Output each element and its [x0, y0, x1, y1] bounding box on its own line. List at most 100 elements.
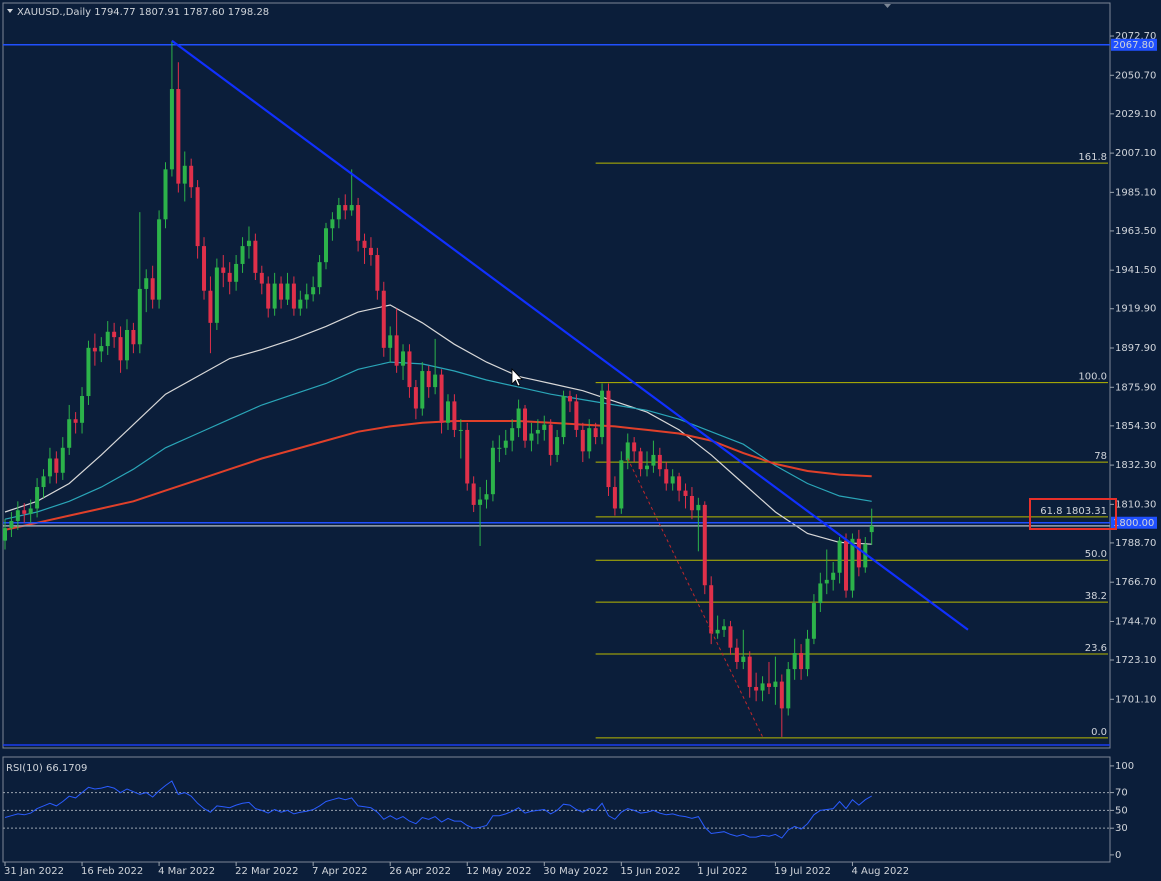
candle-body — [612, 487, 617, 509]
fib-label: 38.2 — [1085, 591, 1107, 602]
y-tick-label: 1985.10 — [1115, 187, 1156, 198]
candle-body — [811, 603, 816, 639]
candle-body — [298, 299, 303, 309]
candle-body — [362, 240, 367, 248]
candle-body — [734, 647, 739, 662]
moving-average — [4, 361, 872, 520]
candle-body — [15, 510, 20, 521]
price-level-label: 2067.80 — [1113, 40, 1154, 51]
y-tick-label: 1723.10 — [1115, 655, 1156, 666]
candle-body — [638, 451, 643, 470]
candle-body — [818, 583, 823, 604]
candle-body — [831, 572, 836, 580]
candle-body — [324, 228, 328, 263]
candle-body — [593, 428, 598, 438]
candle-body — [683, 490, 688, 496]
candle-body — [471, 483, 476, 505]
trendline — [171, 39, 969, 631]
candle-body — [452, 401, 457, 430]
y-tick-label: 1701.10 — [1115, 694, 1156, 705]
candle-body — [240, 246, 245, 264]
x-tick-label: 22 Mar 2022 — [235, 866, 298, 877]
candle-body — [246, 240, 251, 247]
candle-body — [330, 219, 335, 229]
candle-body — [60, 447, 65, 473]
candle-body — [619, 460, 624, 509]
candle-body — [484, 494, 489, 500]
candle-body — [561, 396, 566, 438]
y-tick-label: 1854.30 — [1115, 421, 1156, 432]
candle-body — [221, 267, 226, 273]
highlight-box — [1029, 498, 1117, 530]
candle-body — [670, 476, 675, 484]
candle-body — [529, 433, 534, 441]
rsi-line — [4, 780, 872, 839]
x-tick-label: 31 Jan 2022 — [4, 866, 64, 877]
candle-body — [80, 396, 85, 423]
menu-arrow[interactable] — [7, 9, 13, 13]
candle-body — [439, 374, 444, 423]
candle-body — [176, 89, 181, 184]
candle-body — [510, 428, 515, 441]
candle-body — [356, 205, 361, 241]
rsi-last-value: 66.1709 — [46, 763, 87, 774]
candle-body — [381, 290, 386, 348]
x-tick-label: 1 Jul 2022 — [697, 866, 747, 877]
candle-body — [696, 504, 701, 511]
candle-body — [747, 656, 752, 687]
candle-body — [22, 510, 27, 514]
candle-body — [574, 401, 579, 430]
candle-body — [587, 428, 592, 452]
candle-body — [567, 396, 572, 402]
candle-body — [253, 240, 258, 273]
fib-label: 78 — [1094, 451, 1107, 462]
candle-body — [112, 331, 117, 338]
candle-body — [458, 429, 463, 431]
candle-body — [773, 681, 778, 687]
y-tick-label: 1744.70 — [1115, 616, 1156, 627]
candle-body — [189, 165, 194, 188]
y-tick-label: 1788.70 — [1115, 538, 1156, 549]
candle-body — [285, 283, 290, 300]
y-tick-label: 2072.70 — [1115, 31, 1156, 42]
candle-body — [349, 205, 354, 211]
y-tick-label: 1832.30 — [1115, 460, 1156, 471]
fib-label: 50.0 — [1085, 549, 1107, 560]
candle-body — [741, 656, 746, 662]
candle-body — [208, 290, 213, 323]
fib-label: 61.8 1803.31 — [1040, 506, 1107, 517]
x-tick-label: 16 Feb 2022 — [81, 866, 143, 877]
y-tick-label: 2050.70 — [1115, 70, 1156, 81]
x-tick-label: 12 May 2022 — [466, 866, 531, 877]
candle-body — [722, 626, 727, 630]
candle-body — [375, 255, 380, 291]
moving-average — [4, 304, 872, 545]
candle-body — [805, 638, 810, 670]
price-level-box — [1111, 516, 1157, 529]
moving-average — [4, 420, 872, 531]
candle-body — [41, 476, 46, 488]
candle-body — [202, 246, 207, 291]
candle-body — [304, 294, 309, 300]
candle-body — [105, 331, 110, 347]
fib-label: 23.6 — [1085, 643, 1107, 654]
candle-body — [86, 347, 91, 397]
y-tick-label: 2029.10 — [1115, 109, 1156, 120]
candle-body — [157, 219, 162, 300]
candle-body — [67, 419, 72, 448]
rsi-header: RSI(10) 66.1709 — [6, 763, 87, 774]
candle-body — [388, 335, 393, 348]
candle-body — [869, 525, 874, 533]
candle-body — [92, 347, 97, 352]
candle-body — [555, 437, 560, 455]
x-tick-label: 4 Aug 2022 — [851, 866, 909, 877]
candle-body — [779, 681, 784, 709]
candle-body — [497, 447, 502, 449]
candle-body — [343, 205, 348, 211]
candle-body — [47, 458, 52, 477]
candle-body — [368, 247, 373, 256]
candle-body — [54, 458, 59, 473]
candle-body — [689, 495, 694, 511]
candle-body — [407, 351, 412, 388]
